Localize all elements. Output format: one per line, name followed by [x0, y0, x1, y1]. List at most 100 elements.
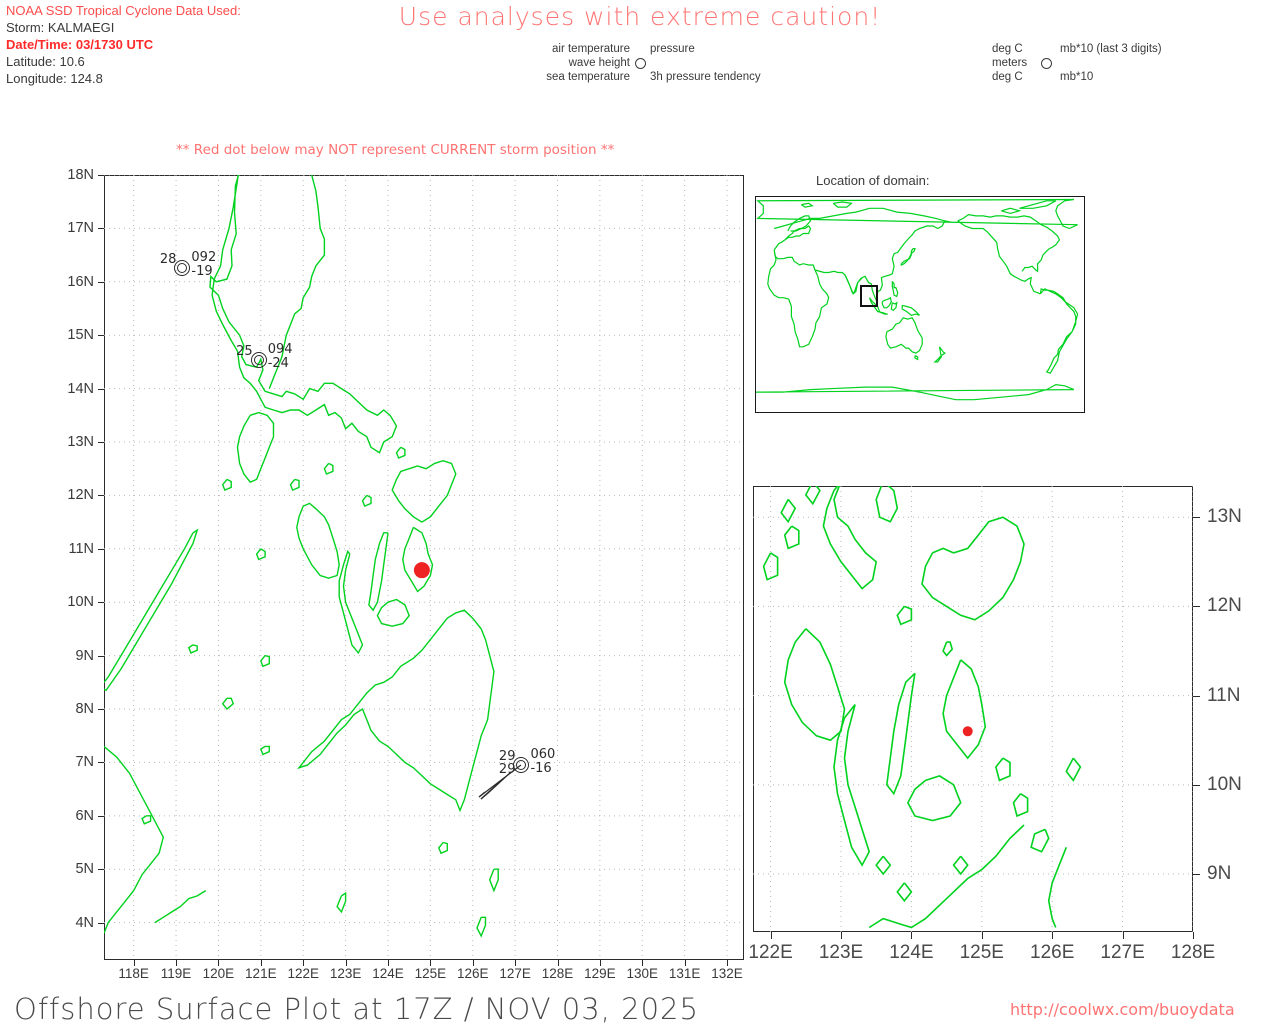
legend-wave-height-label: wave height — [568, 57, 630, 69]
main-map-panel[interactable]: 118E 119E 120E 121E 122E 123E 124E 125E 126E 127E… — [67, 167, 744, 981]
zoom-map-xtick-label: 127E — [1100, 942, 1145, 963]
zoom-map-gridlines — [753, 486, 1193, 932]
footer-title: Offshore Surface Plot at 17Z / NOV 03, 2… — [14, 992, 699, 1026]
station-ring-outer — [174, 260, 191, 277]
zoom-map-ytick-label: 12N — [1207, 595, 1242, 617]
station-pressure-tendency: -16 — [530, 761, 552, 777]
zoom-map-xtick — [911, 932, 913, 939]
main-map-ytick-label: 10N — [67, 594, 94, 611]
caution-banner: Use analyses with extreme caution! — [398, 2, 882, 31]
main-map-ytick — [98, 548, 104, 550]
main-map-xtick-label: 127E — [499, 966, 531, 981]
main-map-xtick-label: 120E — [202, 966, 235, 981]
zoom-map-xtick-label: 128E — [1170, 942, 1216, 963]
station-pressure: 094 — [267, 342, 293, 358]
storm-position-dot — [413, 562, 430, 579]
main-map-xtick — [557, 960, 559, 966]
header-info-block: NOAA SSD Tropical Cyclone Data Used: Sto… — [6, 2, 241, 87]
main-map-ytick — [98, 388, 104, 390]
main-map-ytick-label: 6N — [75, 807, 94, 824]
zoom-map-ytick — [1193, 874, 1200, 876]
main-map-ytick-label: 12N — [67, 487, 94, 504]
zoom-map-ytick — [1193, 784, 1200, 786]
legend-unit-degc-air: deg C — [992, 43, 1023, 55]
main-map-xtick — [727, 960, 729, 966]
main-map-ytick-label: 18N — [67, 167, 94, 183]
header-longitude: Longitude: 124.8 — [6, 71, 103, 86]
main-map-gridlines — [104, 175, 744, 960]
main-map-ytick-label: 8N — [75, 701, 94, 717]
station-ring-outer — [250, 352, 267, 369]
main-map-xtick-label: 130E — [626, 966, 659, 981]
zoom-map-coastlines — [762, 486, 1082, 929]
main-map-ytick-label: 4N — [75, 914, 94, 931]
red-dot-warning-note: ** Red dot below may NOT represent CURRE… — [176, 142, 615, 158]
main-map-ytick-label: 15N — [67, 327, 94, 344]
world-inset-map[interactable] — [755, 196, 1085, 413]
main-map-ytick — [98, 335, 104, 337]
main-map-ytick-label: 14N — [67, 380, 94, 397]
header-storm-name: Storm: KALMAEGI — [6, 20, 115, 35]
legend-unit-mb10-last3: mb*10 (last 3 digits) — [1060, 43, 1162, 55]
zoom-map-xtick — [841, 932, 842, 939]
header-datetime: Date/Time: 03/1730 UTC — [6, 37, 154, 52]
station-ring-outer — [513, 757, 530, 774]
station-wind-barb — [479, 764, 522, 800]
footer-url-link[interactable]: http://coolwx.com/buoydata — [1010, 1000, 1235, 1019]
zoom-map-xtick-label: 125E — [959, 942, 1004, 963]
main-map-xtick — [430, 960, 432, 966]
main-map-xtick-label: 132E — [711, 966, 743, 981]
main-map-xtick-label: 124E — [372, 966, 404, 981]
main-map-ytick-label: 11N — [68, 540, 94, 557]
main-map-xtick-label: 131E — [668, 966, 701, 981]
main-map-ytick-label: 7N — [75, 754, 94, 771]
main-map-ytick — [98, 175, 104, 176]
main-map-canvas — [104, 175, 744, 960]
main-map-xtick — [642, 960, 644, 966]
main-map-xtick-label: 119E — [160, 966, 192, 981]
main-map-ytick-label: 9N — [75, 647, 94, 664]
main-map-xtick — [218, 960, 220, 966]
legend-middle-group: pressure 3h pressure tendency — [650, 42, 761, 84]
main-map-ytick — [98, 869, 104, 871]
zoom-map-ytick-label: 11N — [1207, 684, 1241, 706]
main-map-ytick-label: 5N — [75, 861, 94, 878]
main-map-ytick-label: 13N — [67, 434, 94, 450]
main-map-xtick — [599, 960, 601, 966]
storm-position-dot-zoom — [962, 726, 973, 737]
domain-highlight-box — [860, 285, 878, 307]
zoom-map-xtick — [1052, 932, 1054, 939]
zoom-map-ytick — [1193, 606, 1200, 608]
legend-unit-degc-sea: deg C — [992, 71, 1023, 83]
main-map-xtick — [176, 960, 178, 966]
main-map-xtick — [345, 960, 347, 966]
station-ring-inner — [253, 355, 264, 366]
zoom-map-ytick-label: 9N — [1207, 863, 1232, 885]
main-map-ytick — [98, 281, 104, 283]
main-map-xtick-label: 123E — [329, 966, 362, 981]
main-map-xtick — [387, 960, 389, 966]
main-map-ytick-label: 17N — [67, 220, 94, 237]
zoom-map-xtick — [981, 932, 983, 939]
legend-unit-meters: meters — [992, 57, 1028, 69]
station-air-temperature: 29 — [498, 749, 516, 765]
zoom-map-frame — [753, 486, 1193, 932]
zoom-map-xtick-label: 124E — [889, 942, 934, 963]
main-map-xtick-label: 126E — [456, 966, 489, 981]
zoom-map-panel[interactable]: 122E 123E 124E 125E 126E 127E 128E 13N 12N 11N 10N… — [748, 486, 1242, 963]
main-map-ytick — [98, 495, 104, 497]
main-map-xtick — [303, 960, 305, 966]
legend-air-temperature-label: air temperature — [552, 43, 630, 55]
circle-station-icon-units — [1041, 57, 1052, 69]
zoom-map-xtick-label: 123E — [818, 942, 864, 963]
legend-sea-temperature-label: sea temperature — [546, 71, 630, 83]
main-map-xtick-label: 118E — [118, 966, 149, 981]
main-map-xtick — [133, 960, 135, 966]
legend-left-group: air temperature wave height sea temperat… — [520, 42, 646, 84]
station-pressure-tendency: -19 — [191, 264, 213, 280]
main-map-ytick — [98, 442, 104, 443]
main-map-xtick-label: 122E — [287, 966, 319, 981]
header-latitude: Latitude: 10.6 — [6, 54, 85, 69]
zoom-map-ytick-label: 10N — [1207, 773, 1242, 795]
main-map-ytick — [98, 815, 104, 817]
